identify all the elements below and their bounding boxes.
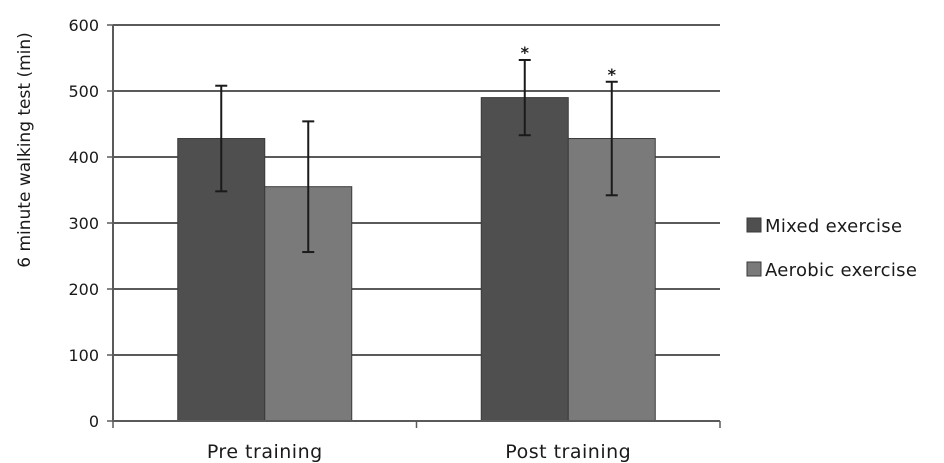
y-tick-label: 600 — [68, 16, 99, 35]
y-tick-label: 400 — [68, 148, 99, 167]
error-bars: ** — [215, 43, 618, 254]
significance-marker: * — [608, 65, 617, 84]
legend: Mixed exercise Aerobic exercise — [746, 216, 917, 281]
x-category-labels: Pre training Post training — [207, 441, 631, 463]
y-tick-label: 0 — [89, 412, 99, 431]
x-category-label: Post training — [505, 441, 631, 463]
y-tick-labels: 0 100 200 300 400 500 600 — [68, 16, 99, 431]
y-tick-label: 500 — [68, 82, 99, 101]
significance-marker: * — [521, 43, 530, 62]
axes — [107, 24, 721, 428]
legend-swatch — [746, 217, 762, 233]
bar — [480, 97, 569, 422]
y-axis-label: 6 minute walking test (min) — [15, 32, 35, 268]
y-tick-label: 300 — [68, 214, 99, 233]
legend-label: Aerobic exercise — [765, 260, 917, 281]
x-category-label: Pre training — [207, 441, 323, 463]
y-tick-label: 100 — [68, 346, 99, 365]
y-tick-label: 200 — [68, 280, 99, 299]
legend-label: Mixed exercise — [765, 216, 902, 237]
legend-swatch — [746, 261, 762, 277]
bars — [177, 97, 656, 422]
